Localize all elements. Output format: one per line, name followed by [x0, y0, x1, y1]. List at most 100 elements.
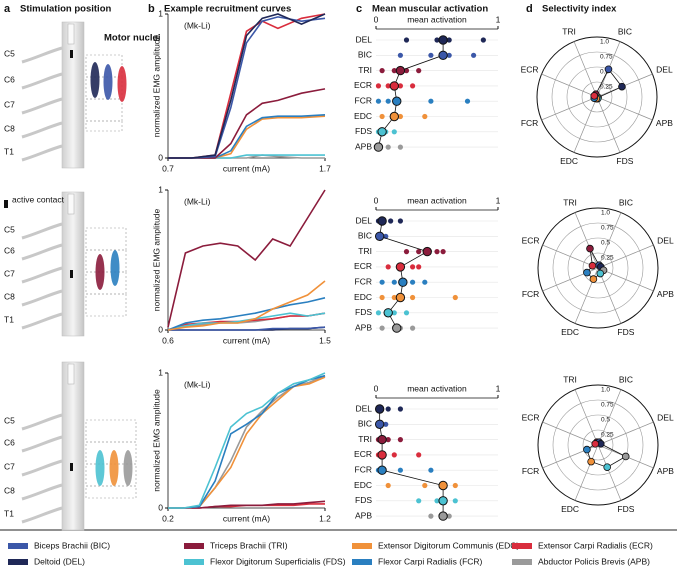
panel-letter: d [526, 3, 533, 15]
electrode [67, 23, 75, 45]
nerve-root [21, 266, 63, 284]
sample-dot [375, 98, 382, 104]
nerve-root [21, 413, 63, 431]
mean-line [379, 409, 444, 517]
sample-dot [428, 467, 434, 473]
curve [168, 374, 326, 509]
mean-dot [377, 434, 387, 445]
panel-title: Selectivity index [542, 4, 617, 15]
selectivity-dot [604, 65, 613, 74]
legend-label: Deltoid (DEL) [34, 556, 85, 566]
x-tick-label: 1 [496, 14, 501, 24]
r-grid [537, 384, 659, 506]
r-grid [536, 36, 658, 158]
y-axis-label: normalized EMG amplitude [151, 34, 161, 137]
axis-label: DEL [656, 64, 673, 74]
x-tick-label: 0.2 [162, 513, 174, 523]
x-tick-label: 0.6 [162, 335, 174, 345]
legend-swatch [184, 543, 204, 549]
nerve-root [21, 289, 63, 307]
nerve-root [21, 121, 63, 139]
sample-dot [391, 68, 397, 74]
category-label: DEL [355, 215, 372, 225]
category-label: BIC [358, 50, 372, 60]
active-contact [70, 50, 73, 58]
legend-swatch [8, 543, 28, 549]
sample-dot [397, 113, 403, 120]
sample-dot [434, 37, 440, 43]
sample-dot [446, 52, 452, 58]
sample-dot [385, 437, 391, 443]
legend-swatch [184, 559, 204, 565]
curve [167, 189, 326, 328]
axis-label: FCR [522, 466, 539, 476]
curve [168, 374, 326, 509]
selectivity-dot [588, 261, 597, 270]
sample-dot [379, 279, 385, 285]
r-grid [552, 222, 644, 314]
nerve-root [21, 312, 63, 330]
category-label: APB [355, 141, 372, 151]
sample-dot [422, 113, 428, 120]
electrode [67, 363, 75, 385]
category-label: EDC [354, 292, 372, 302]
r-grid [552, 399, 644, 491]
annotation: (Mk-Li) [184, 379, 211, 389]
axis-label: ECR [522, 412, 540, 422]
sample-dot [397, 52, 403, 58]
axis-label: EDC [561, 504, 579, 514]
mean-dot [438, 511, 448, 521]
category-label: FCR [355, 276, 372, 286]
active-contact [70, 463, 73, 471]
curve [167, 297, 326, 331]
segment-box [85, 120, 123, 132]
level-label: C5 [4, 415, 15, 425]
sample-dot [440, 249, 446, 255]
x-tick-label: 1 [496, 383, 501, 393]
mean-dot [374, 419, 385, 429]
x-tick-label: 0 [374, 383, 379, 393]
sample-dot [428, 98, 434, 104]
mean-dot [438, 496, 448, 506]
sample-dot [428, 513, 434, 519]
mean-dot [395, 292, 406, 303]
sample-dot [391, 129, 397, 135]
level-label: C6 [4, 74, 15, 84]
nerve-root [21, 46, 63, 64]
axis-label: EDC [560, 156, 578, 166]
r-grid [566, 66, 628, 128]
nerve-root [21, 459, 63, 477]
sample-dot [385, 144, 391, 150]
level-label: C6 [4, 245, 15, 255]
legend-swatch [352, 559, 372, 565]
mean-dot [374, 404, 385, 414]
spinal-cord [61, 361, 85, 531]
sample-dot [391, 452, 397, 458]
curve [168, 376, 326, 509]
panel-letter: c [356, 3, 362, 15]
mean-dot [392, 96, 402, 106]
axis-label: mean activation [407, 195, 467, 205]
motor-nucleus [90, 62, 100, 98]
level-label: C7 [4, 461, 15, 471]
sample-dot [452, 498, 458, 504]
r-grid [581, 81, 613, 113]
nerve-root [21, 222, 63, 240]
motor-nucleus [95, 450, 105, 486]
motor-nucleus [109, 450, 119, 486]
axis-label: TRI [562, 27, 576, 37]
sample-dot [385, 482, 391, 489]
selectivity-dot [618, 82, 626, 91]
sample-dot [397, 83, 403, 89]
axis-label: FCR [521, 118, 538, 128]
category-label: BIC [358, 419, 372, 429]
sample-dot [385, 98, 391, 104]
axis-label: APB [657, 289, 674, 299]
category-label: FDS [355, 307, 372, 317]
axis-label: ECR [522, 235, 540, 245]
level-label: C8 [4, 485, 15, 495]
sample-dot [446, 513, 452, 519]
sample-dot [379, 325, 385, 331]
axis-label: APB [657, 466, 674, 476]
